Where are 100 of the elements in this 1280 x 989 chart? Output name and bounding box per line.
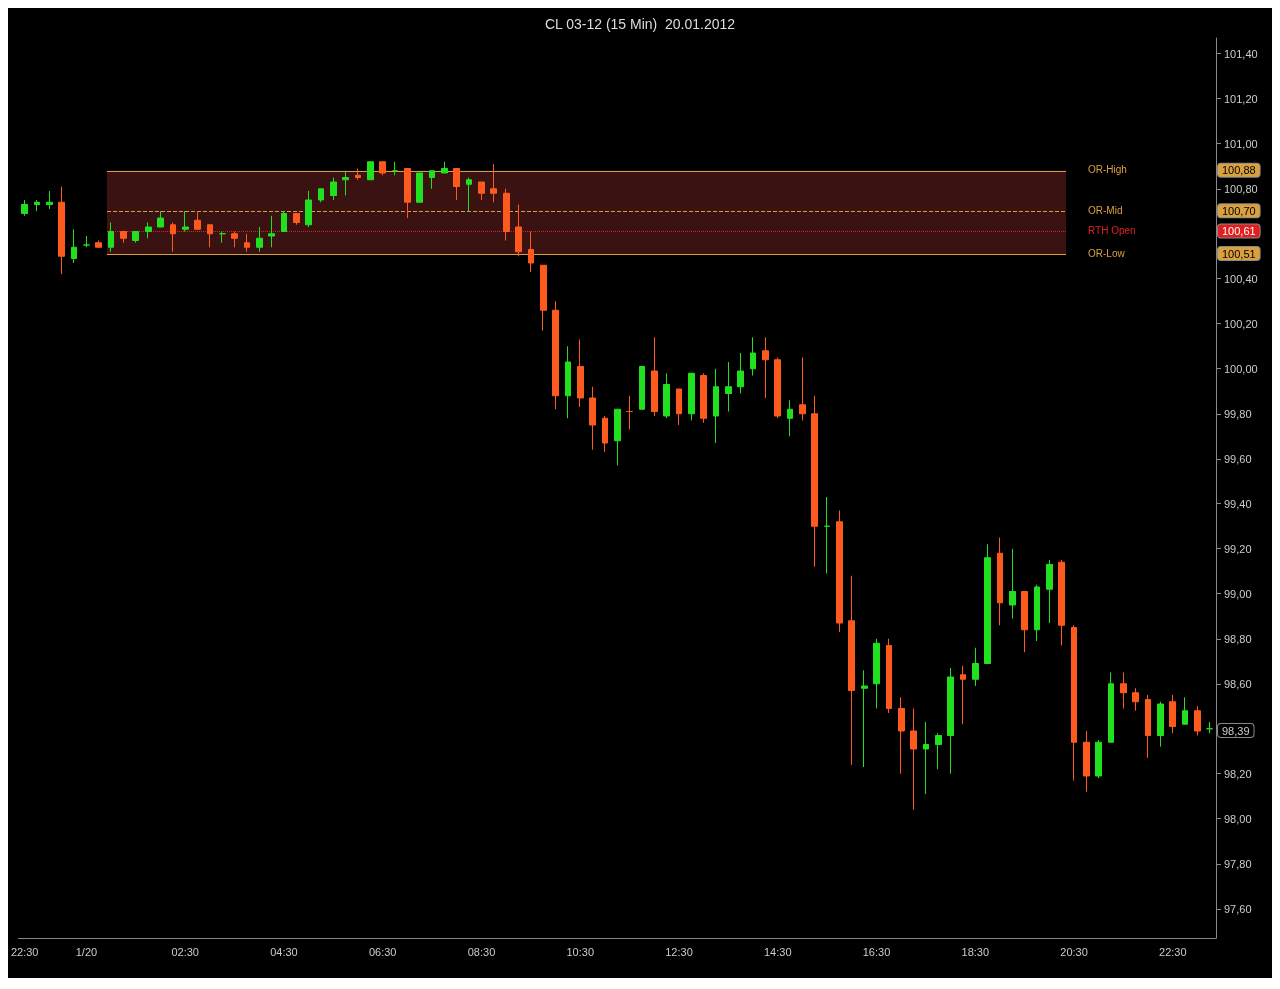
candlestick — [676, 388, 682, 426]
x-tick-label: 06:30 — [368, 945, 397, 958]
candlestick — [478, 181, 485, 201]
candlestick — [503, 188, 510, 241]
candlestick — [1034, 584, 1040, 642]
y-tick-label: 98,20 — [1224, 767, 1252, 780]
candlestick — [750, 336, 756, 376]
x-tick-label: 16:30 — [862, 945, 891, 958]
candlestick — [207, 224, 213, 248]
y-tick-label: 99,40 — [1224, 497, 1252, 510]
ref-line-label: OR-High — [1088, 164, 1127, 176]
candlestick — [984, 543, 991, 664]
y-tick-label: 98,60 — [1224, 677, 1252, 690]
candlestick — [799, 357, 806, 421]
candlestick — [515, 204, 522, 257]
candlestick — [577, 339, 584, 408]
candlestick — [1120, 672, 1127, 709]
candlestick — [83, 235, 90, 248]
candlestick — [256, 226, 263, 253]
candlestick — [626, 395, 633, 430]
candlestick — [1095, 739, 1102, 779]
candlestick — [787, 399, 793, 437]
x-tick-label: 08:30 — [467, 945, 496, 958]
candlestick — [392, 161, 398, 176]
y-tick-label: 101,20 — [1224, 92, 1258, 105]
candlestick — [886, 638, 892, 714]
candlestick — [873, 638, 880, 709]
y-tick-label: 98,00 — [1224, 812, 1252, 825]
candlestick — [1046, 559, 1053, 624]
x-tick-label: 22:30 — [10, 945, 39, 958]
candlestick — [429, 170, 435, 190]
annotation: 98,39 — [1222, 724, 1250, 737]
candlestick — [244, 233, 250, 253]
candlestick — [898, 696, 905, 775]
candlestick — [1157, 701, 1164, 748]
candlestick — [95, 240, 102, 248]
y-tick-label: 101,40 — [1224, 47, 1258, 60]
candlestick — [268, 215, 275, 248]
candlestick — [910, 708, 917, 811]
y-tick-label: 100,40 — [1224, 272, 1258, 285]
candlestick — [1071, 624, 1077, 781]
x-tick-label: 1/20 — [75, 945, 98, 958]
candlestick — [762, 336, 769, 399]
annotation: 100,61 — [1222, 225, 1256, 237]
candlestick — [663, 372, 670, 419]
y-tick-label: 99,00 — [1224, 587, 1252, 600]
candlestick — [713, 368, 719, 444]
candlestick — [305, 190, 312, 228]
candlestick — [1021, 591, 1028, 653]
chart-title: CL 03-12 (15 Min) 20.01.2012 — [544, 16, 736, 32]
ref-line-label: OR-Low — [1088, 247, 1126, 259]
y-tick-label: 99,20 — [1224, 542, 1252, 555]
candlestick — [342, 170, 349, 196]
candlestick — [565, 345, 571, 419]
candlestick — [379, 161, 386, 176]
candlestick — [219, 231, 226, 244]
y-tick-label: 100,00 — [1224, 362, 1258, 375]
annotation: 100,51 — [1222, 247, 1256, 260]
y-tick-label: 101,00 — [1224, 137, 1258, 150]
candlestick — [293, 213, 300, 226]
candlestick — [725, 361, 732, 412]
candlestick — [737, 352, 744, 394]
candlestick — [46, 190, 53, 210]
candlestick — [1083, 730, 1090, 793]
candlestick — [1206, 721, 1213, 734]
candlestick — [182, 210, 189, 232]
y-tick-label: 99,80 — [1224, 407, 1252, 420]
candlestick — [1182, 696, 1188, 725]
x-tick-label: 14:30 — [763, 945, 792, 958]
candlestick — [231, 231, 238, 248]
candlestick — [1058, 559, 1065, 646]
candlestick — [923, 721, 929, 795]
candlestick — [132, 231, 139, 244]
ref-line-label: RTH Open — [1088, 225, 1136, 236]
candlestick — [21, 199, 28, 217]
candlestick — [490, 163, 497, 203]
ref-line-label: OR-Mid — [1088, 204, 1123, 216]
candlestick — [935, 732, 942, 770]
candlestick — [120, 231, 127, 244]
candlestick — [367, 161, 374, 181]
candlestick — [404, 168, 411, 219]
candlestick — [688, 372, 695, 421]
candlestick — [318, 188, 324, 203]
candlestick — [552, 300, 559, 410]
candlestick — [330, 177, 337, 201]
x-tick-label: 12:30 — [665, 945, 693, 958]
y-tick-label: 97,80 — [1224, 857, 1252, 870]
candlestick — [947, 667, 954, 775]
candlestick — [774, 357, 781, 419]
candlestick — [281, 210, 287, 232]
y-tick-label: 97,60 — [1224, 902, 1252, 915]
x-tick-label: 18:30 — [961, 945, 990, 958]
candlestick — [441, 161, 448, 174]
candlestick — [836, 510, 843, 633]
candlestick — [972, 647, 979, 687]
candlestick — [602, 415, 608, 453]
candlestick — [58, 186, 65, 275]
candlestick — [1169, 694, 1176, 734]
candlestick — [108, 222, 114, 253]
x-tick-label: 10:30 — [566, 945, 595, 958]
